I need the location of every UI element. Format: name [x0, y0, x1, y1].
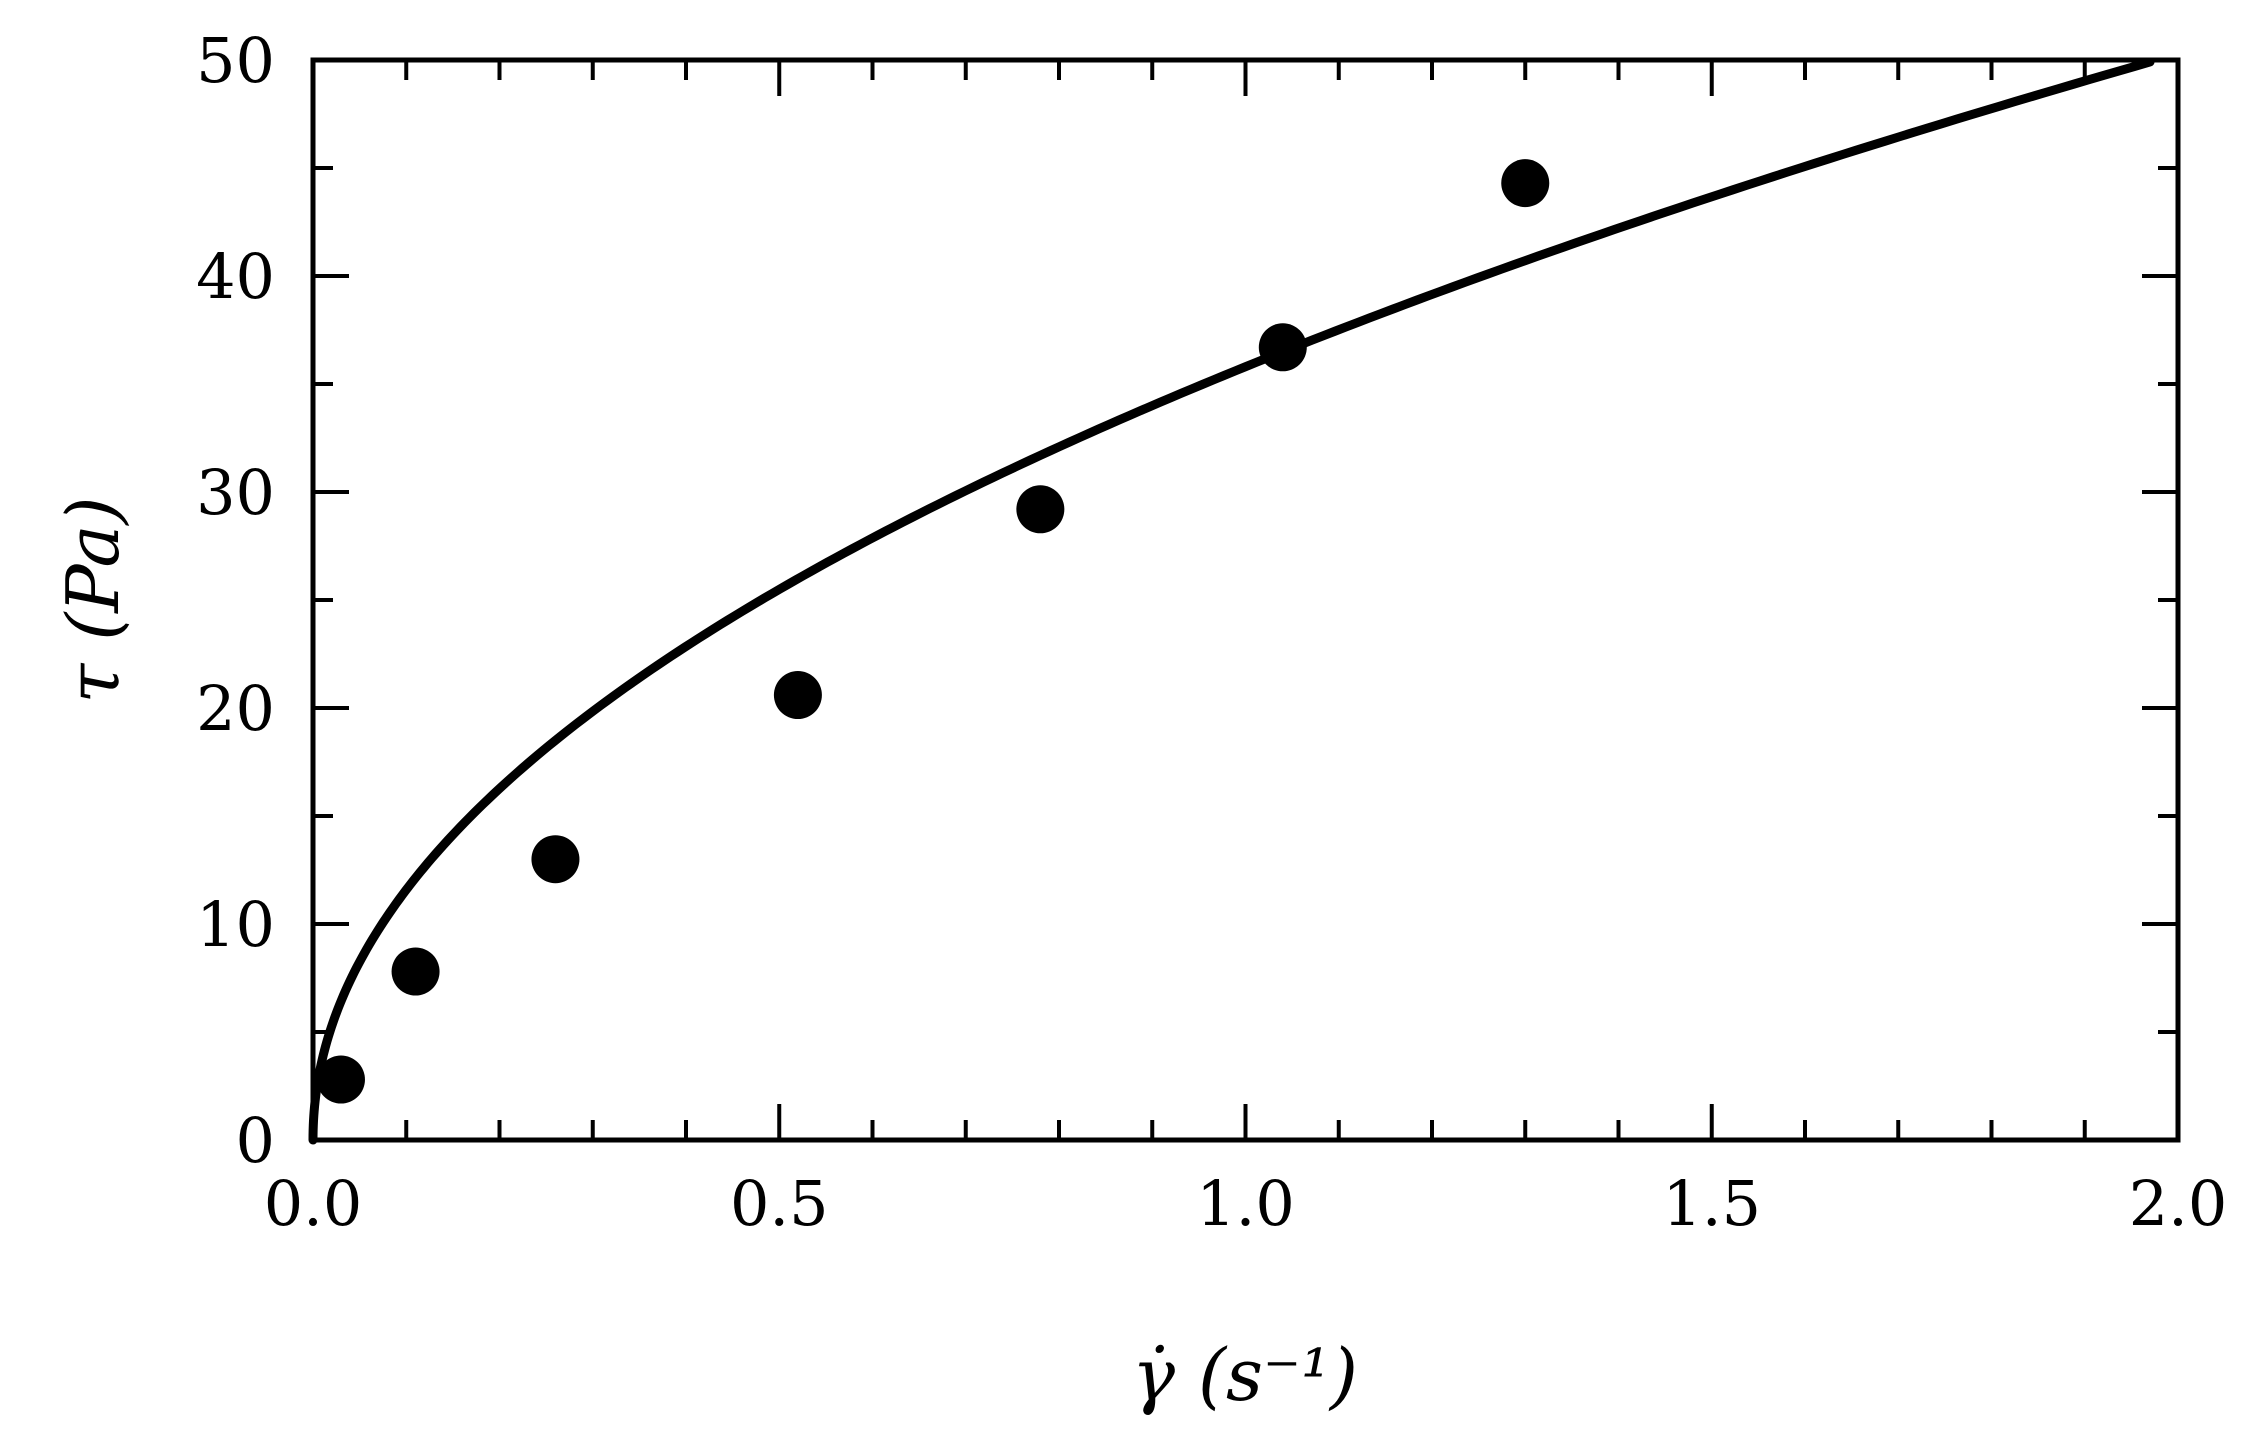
plot-frame [310, 57, 2181, 1143]
data-point [1258, 323, 1307, 372]
data-point [1501, 159, 1550, 208]
ticks-layer [311, 58, 2180, 1142]
y-tick-label: 0 [236, 1104, 275, 1177]
curve-layer [308, 57, 2155, 1145]
x-tick-label: 0.0 [264, 1167, 363, 1240]
x-tick-label: 2.0 [2129, 1167, 2228, 1240]
y-tick-label: 30 [196, 456, 275, 529]
data-point [1016, 485, 1065, 534]
data-point [773, 671, 822, 720]
points-layer [316, 159, 1550, 1104]
x-tick-labels: 0.0 0.5 1.0 1.5 2.0 [264, 1167, 2228, 1240]
y-tick-label: 40 [196, 240, 275, 313]
y-tick-label: 50 [196, 24, 275, 97]
x-tick-label: 1.0 [1196, 1167, 1295, 1240]
data-point [531, 835, 580, 884]
y-tick-label: 10 [196, 888, 275, 961]
data-point [316, 1055, 365, 1104]
x-axis-label: γ̇ (s⁻¹) [1132, 1333, 1358, 1417]
fit-curve [308, 57, 2155, 1145]
y-tick-label: 20 [196, 672, 275, 745]
y-axis-label: τ (Pa) [51, 496, 135, 703]
data-point [391, 947, 440, 996]
x-tick-label: 0.5 [730, 1167, 829, 1240]
x-tick-label: 1.5 [1662, 1167, 1761, 1240]
y-tick-labels: 0 10 20 30 40 50 [196, 24, 275, 1177]
